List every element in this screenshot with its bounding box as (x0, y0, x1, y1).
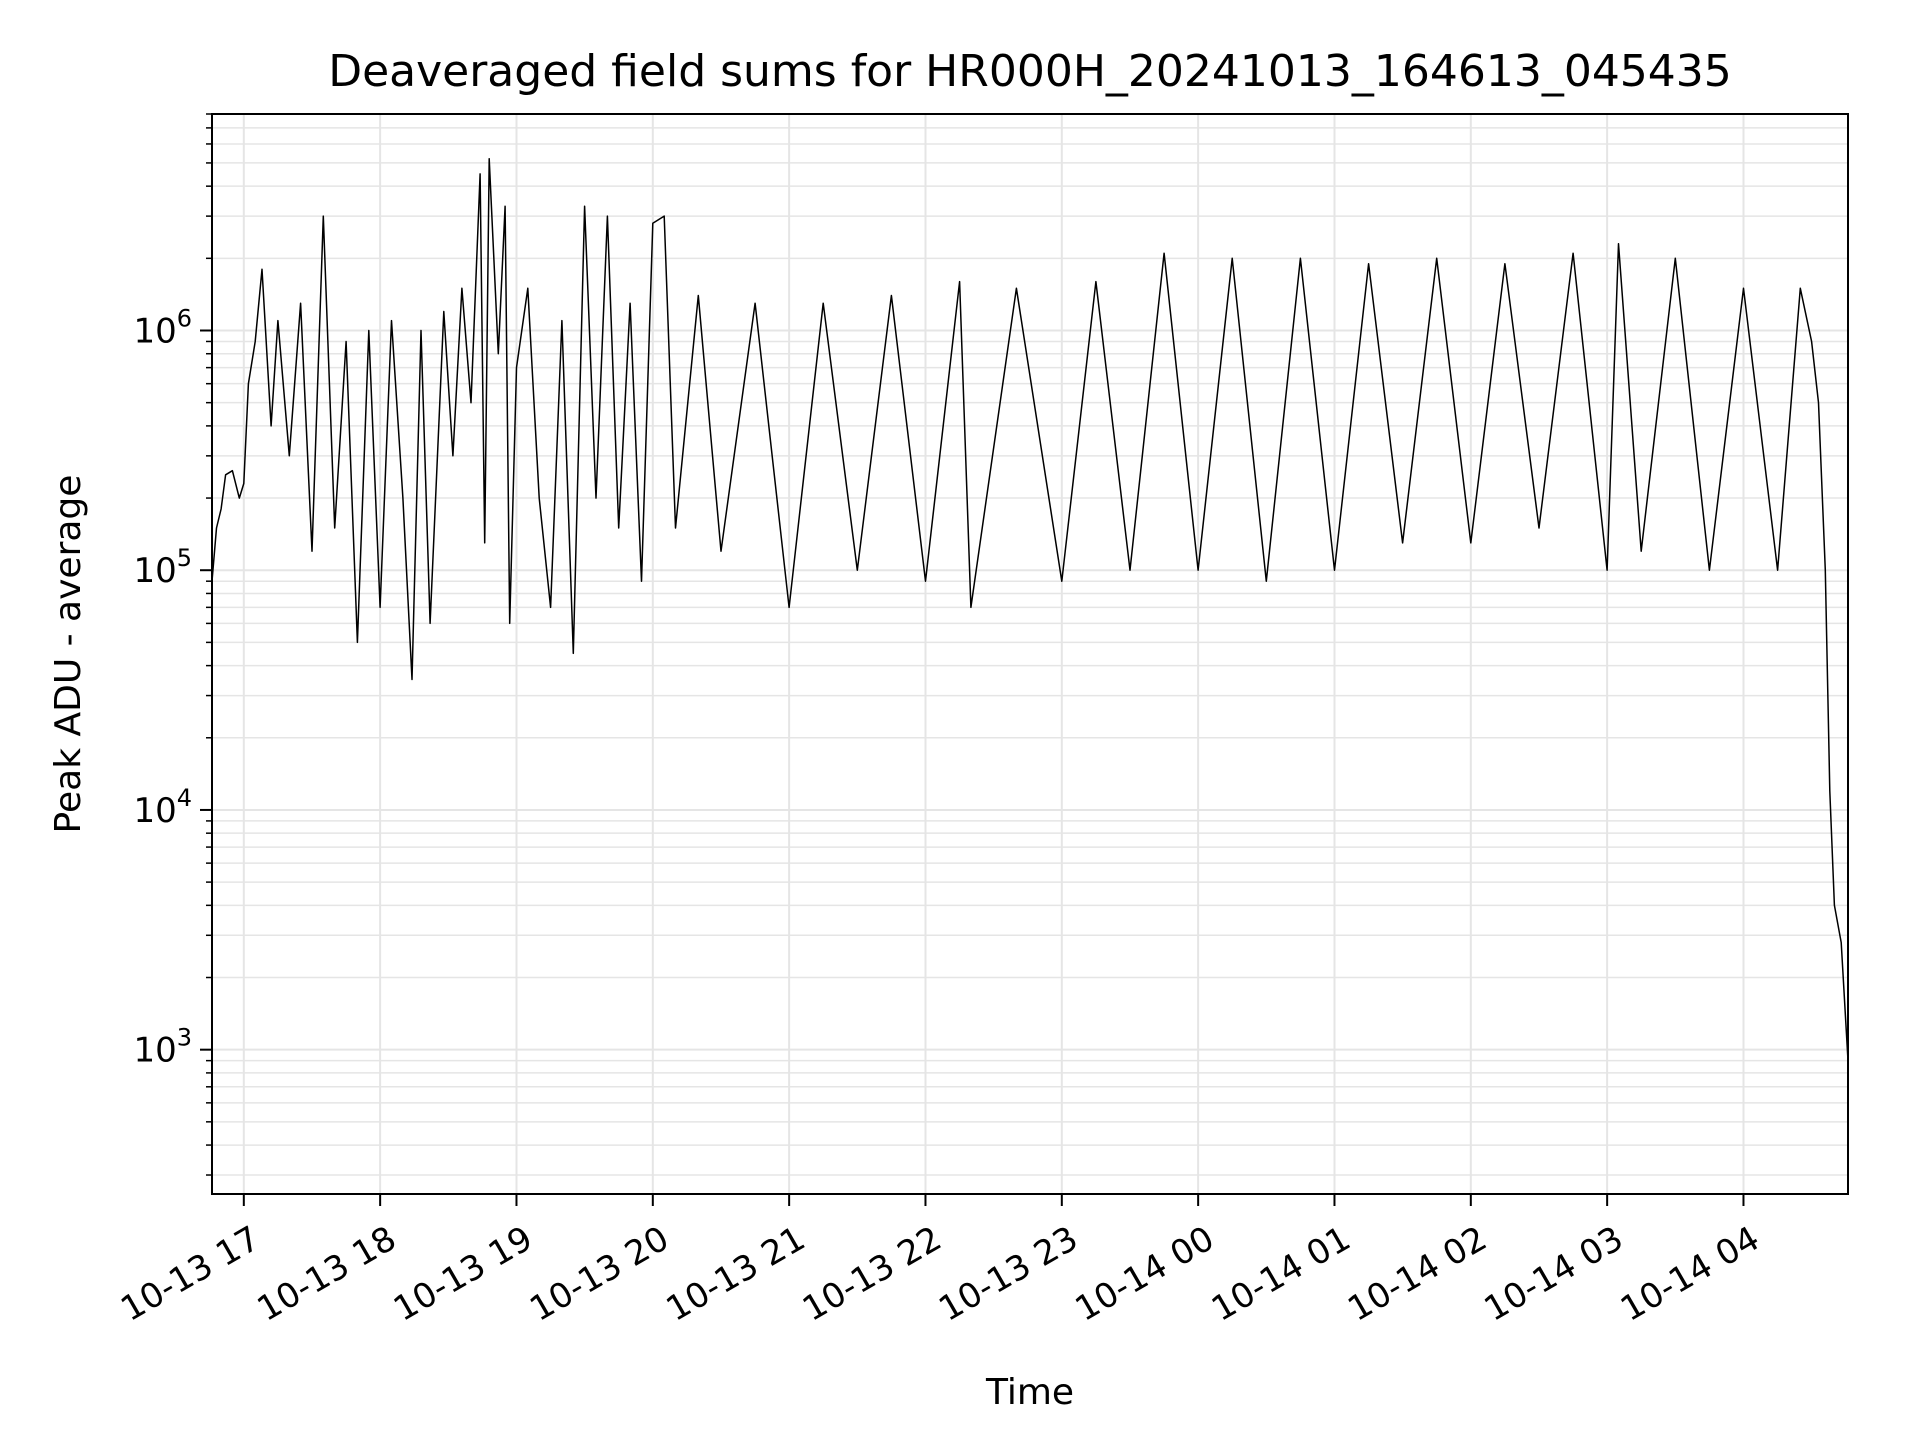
y-tick-exponent: 6 (177, 304, 192, 332)
y-tick-label: 106 (133, 304, 192, 351)
chart-title: Deaveraged field sums for HR000H_2024101… (328, 46, 1732, 97)
y-tick-base: 10 (133, 1031, 176, 1071)
y-tick-label: 104 (133, 784, 192, 831)
data-series (211, 158, 1849, 1061)
y-axis-label: Peak ADU - average (48, 475, 89, 834)
y-tick-label: 103 (133, 1024, 192, 1071)
series-line (211, 158, 1849, 1061)
y-tick-exponent: 4 (177, 784, 192, 812)
x-axis-label: Time (985, 1372, 1074, 1413)
grid-lines (212, 113, 1848, 1194)
plot-area-frame (211, 113, 1849, 1195)
y-tick-exponent: 5 (177, 544, 192, 572)
y-tick-base: 10 (133, 311, 176, 351)
y-tick-base: 10 (133, 551, 176, 591)
y-tick-exponent: 3 (177, 1024, 192, 1052)
y-tick-base: 10 (133, 791, 176, 831)
y-tick-label: 105 (133, 544, 192, 591)
